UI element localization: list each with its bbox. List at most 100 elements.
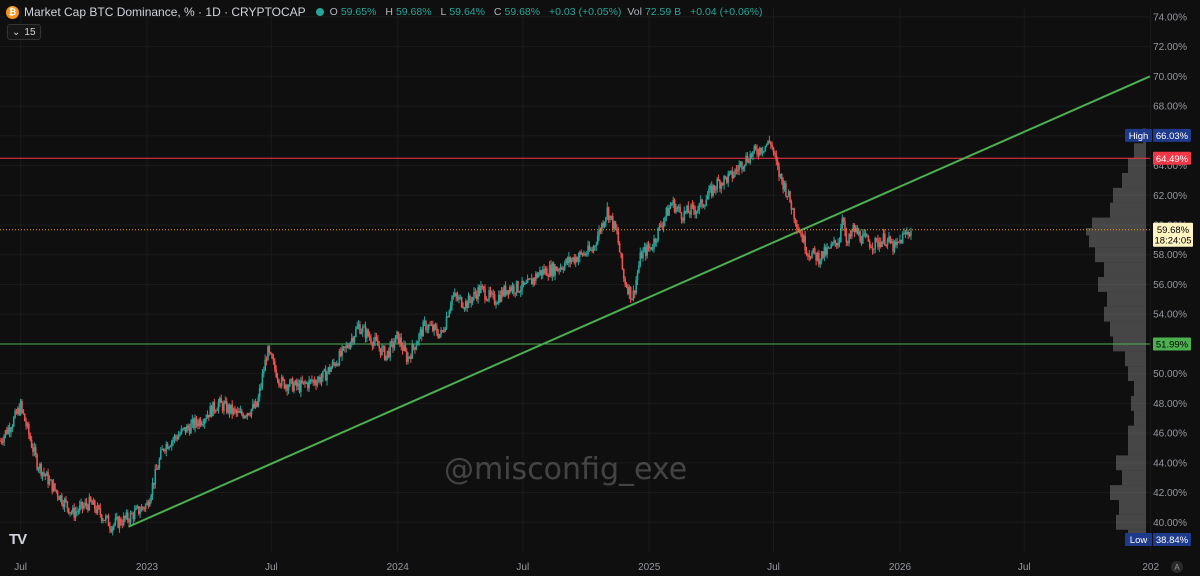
- candle-body: [554, 266, 556, 276]
- candle-body: [353, 336, 356, 343]
- volume-profile-bar: [1125, 351, 1146, 367]
- candle-body: [11, 426, 14, 430]
- candle-body: [175, 435, 177, 438]
- candle-body: [133, 509, 136, 520]
- auto-scale-button[interactable]: A: [1171, 561, 1183, 573]
- candle-body: [611, 216, 614, 229]
- candle-body: [434, 324, 437, 328]
- candle-body: [778, 166, 780, 177]
- volume-profile-bar: [1116, 514, 1146, 530]
- candle-body: [757, 153, 760, 156]
- candle-body: [151, 482, 154, 496]
- price-tick-label: 68.00%: [1153, 102, 1187, 113]
- candle-body: [546, 268, 548, 276]
- candle-body: [117, 516, 119, 528]
- price-tick-label: 62.00%: [1153, 191, 1187, 202]
- price-tick-label: 58.00%: [1153, 250, 1187, 261]
- candle-body: [269, 352, 272, 354]
- candle-body: [739, 162, 742, 166]
- candle-body: [506, 290, 508, 295]
- candle-body: [706, 195, 709, 200]
- candle-body: [822, 251, 824, 258]
- change-value: +0.03 (+0.05%): [549, 6, 622, 18]
- candle-body: [19, 401, 22, 415]
- candle-body: [724, 176, 727, 178]
- high-label: H: [385, 6, 393, 18]
- candle-body: [280, 377, 283, 387]
- candle-body: [184, 427, 187, 433]
- candle-body: [508, 287, 511, 294]
- candle-body: [709, 186, 712, 189]
- price-badge: [1153, 128, 1191, 142]
- volume-profile-bar: [1110, 485, 1146, 500]
- candle-body: [81, 501, 84, 509]
- price-badge-label: 66.03%: [1156, 131, 1189, 142]
- candle-body: [813, 248, 816, 253]
- candle-body: [658, 224, 661, 228]
- candle-body: [6, 430, 8, 434]
- candle-body: [84, 502, 86, 506]
- candle-body: [102, 519, 104, 521]
- candle-body: [431, 324, 434, 331]
- volume-profile-bar: [1113, 187, 1146, 203]
- candle-body: [155, 468, 158, 470]
- candle-body: [147, 502, 150, 507]
- tradingview-logo[interactable]: TV: [9, 531, 27, 548]
- symbol-title[interactable]: Market Cap BTC Dominance, % · 1D · CRYPT…: [24, 5, 306, 19]
- candle-body: [642, 250, 644, 259]
- candle-body: [107, 515, 110, 527]
- candle-body: [844, 221, 846, 232]
- price-badge-tag-label: High: [1129, 131, 1149, 142]
- indicator-toggle[interactable]: ⌄ 15: [7, 24, 41, 40]
- candle-body: [260, 386, 262, 388]
- candle-body: [537, 273, 540, 278]
- candle-body: [419, 329, 422, 335]
- candle-body: [566, 258, 569, 263]
- candle-body: [348, 347, 350, 349]
- candle-body: [826, 247, 828, 255]
- candle-body: [100, 514, 103, 521]
- candle-body: [89, 496, 92, 502]
- candle-body: [143, 507, 146, 509]
- candle-body: [282, 377, 284, 380]
- candle-body: [412, 344, 415, 348]
- candle-body: [688, 212, 691, 215]
- indicator-value: 15: [24, 26, 36, 38]
- candle-body: [713, 185, 716, 190]
- volume-profile-bar: [1134, 381, 1146, 396]
- candle-body: [699, 199, 702, 204]
- candle-body: [364, 326, 367, 339]
- candle-body: [342, 346, 345, 348]
- chevron-down-icon: ⌄: [12, 26, 21, 38]
- candle-body: [36, 454, 38, 470]
- horizontal-lines: [0, 157, 1150, 345]
- candle-body: [463, 307, 466, 309]
- candle-body: [256, 401, 258, 407]
- candle-body: [324, 369, 327, 381]
- candle-body: [220, 398, 223, 403]
- candle-body: [88, 496, 91, 511]
- candle-body: [735, 169, 738, 171]
- candle-body: [683, 210, 686, 221]
- candle-body: [673, 199, 676, 213]
- candle-body: [445, 316, 448, 329]
- candle-body: [422, 322, 424, 337]
- candle-body: [790, 202, 793, 210]
- candle-body: [56, 491, 59, 497]
- candle-body: [717, 178, 720, 182]
- price-tick-label: 64.00%: [1153, 161, 1187, 172]
- candle-body: [95, 509, 97, 513]
- candle-body: [569, 257, 571, 263]
- volume-profile-bar: [1086, 227, 1146, 236]
- candle-body: [17, 408, 19, 414]
- candle-body: [262, 371, 265, 374]
- candle-body: [638, 265, 640, 273]
- candle-body: [874, 238, 877, 249]
- candle-body: [18, 408, 21, 415]
- candle-body: [372, 341, 375, 346]
- candle-body: [15, 410, 18, 414]
- candle-body: [552, 263, 555, 276]
- candle-body: [627, 287, 629, 295]
- candle-body: [628, 286, 631, 295]
